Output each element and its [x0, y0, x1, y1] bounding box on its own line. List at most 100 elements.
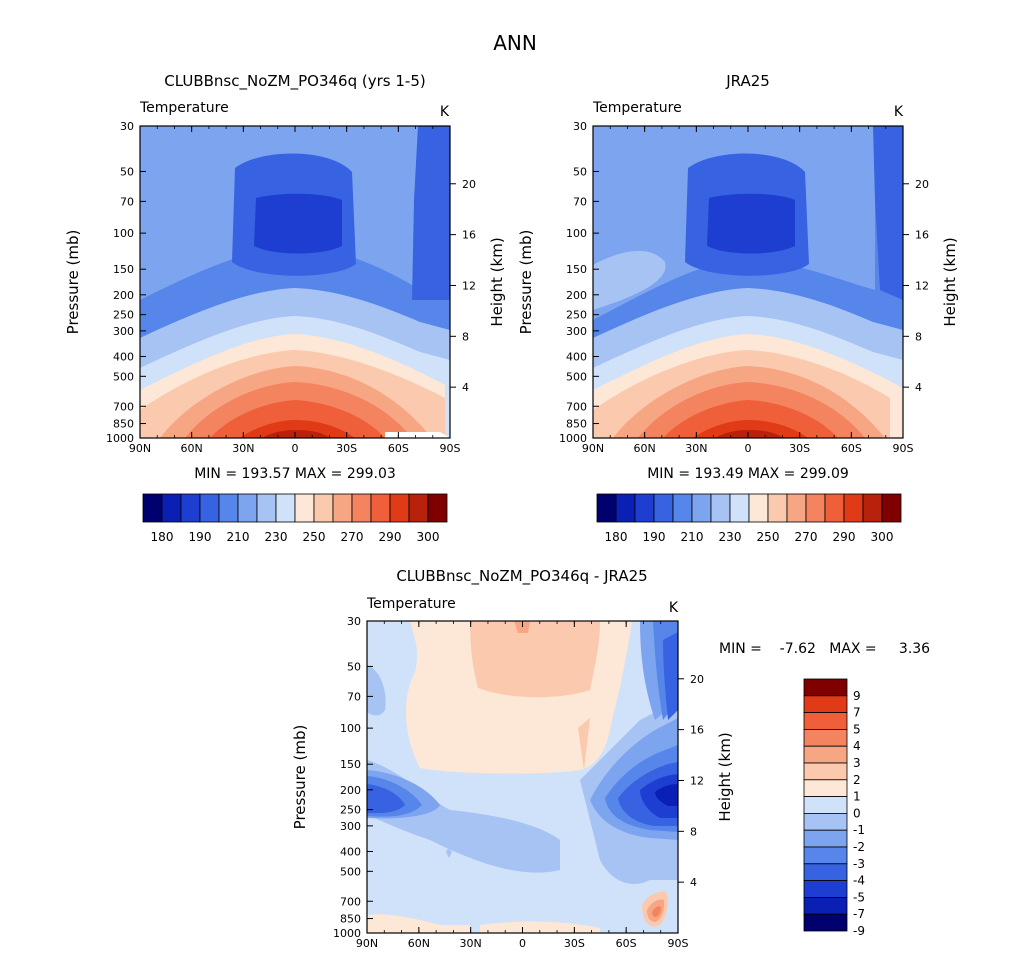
- x-tick-label: 30S: [789, 442, 810, 455]
- colorbar-swatch: [803, 745, 848, 764]
- y-tick-label: 50: [573, 165, 587, 178]
- y-right-axis-title: Height (km): [488, 237, 506, 326]
- min-max-stats: MIN = -7.62 MAX = 3.36: [719, 641, 930, 657]
- colorbar-swatch: [824, 493, 845, 523]
- colorbar-label: 2: [853, 773, 861, 787]
- colorbar-label: 190: [189, 530, 212, 544]
- fill-level: [715, 430, 783, 438]
- x-tick-label: 60N: [408, 937, 430, 950]
- y-right-tick-label: 12: [690, 774, 704, 787]
- y-right-tick-label: 4: [690, 876, 697, 889]
- colorbar-swatch: [748, 493, 769, 523]
- contour-field: [140, 126, 450, 438]
- colorbar-swatch: [180, 493, 201, 523]
- y-tick-label: 500: [113, 370, 134, 383]
- colorbar-swatch: [218, 493, 239, 523]
- fill-level: [693, 420, 808, 438]
- panel-title: JRA25: [725, 72, 770, 90]
- contour-field: [367, 621, 678, 933]
- units-label: K: [440, 104, 450, 120]
- colorbar-swatch: [803, 897, 848, 915]
- colorbar-swatch: [313, 493, 334, 523]
- x-tick-label: 90S: [893, 442, 914, 455]
- axes: 90N 60N 30N 0 30S 60S 90S 30 50 70 100 150 200 250 300…: [64, 120, 506, 455]
- y-tick-label: 1000: [559, 432, 587, 445]
- x-tick-label: 60S: [388, 442, 409, 455]
- colorbar-swatch: [803, 779, 848, 797]
- fill-level: [254, 193, 342, 254]
- y-tick-label: 30: [120, 120, 134, 133]
- units-label: K: [669, 600, 679, 616]
- y-tick-label: 250: [340, 804, 361, 817]
- panel-title: CLUBBnsc_NoZM_PO346q (yrs 1-5): [164, 72, 425, 91]
- y-tick-label: 200: [566, 289, 587, 302]
- fill-level: [446, 848, 452, 858]
- y-right-tick-label: 20: [462, 178, 476, 191]
- colorbar-swatch: [634, 493, 655, 523]
- y-tick-label: 1000: [106, 432, 134, 445]
- x-tick-label: 30S: [336, 442, 357, 455]
- colorbar-swatch: [803, 678, 848, 697]
- missing-data-mask: [385, 432, 450, 438]
- colorbar-label: 270: [795, 530, 818, 544]
- y-tick-label: 500: [340, 865, 361, 878]
- colorbar-label: 1: [853, 790, 861, 804]
- min-max-stats: MIN = 193.57 MAX = 299.03: [194, 466, 396, 482]
- y-tick-label: 300: [113, 325, 134, 338]
- y-right-tick-label: 16: [462, 229, 476, 242]
- colorbar-swatch: [256, 493, 277, 523]
- colorbar-swatch: [862, 493, 883, 523]
- fill-level: [593, 250, 666, 310]
- y-right-tick-label: 8: [690, 825, 697, 838]
- y-tick-label: 70: [573, 195, 587, 208]
- y-right-axis-title: Height (km): [941, 237, 959, 326]
- y-tick-label: 50: [120, 165, 134, 178]
- y-right-tick-label: 12: [462, 279, 476, 292]
- y-tick-label: 400: [566, 350, 587, 363]
- y-right-tick-label: 4: [915, 381, 922, 394]
- colorbar-swatch: [408, 493, 429, 523]
- y-tick-label: 150: [340, 758, 361, 771]
- y-right-tick-label: 4: [462, 381, 469, 394]
- colorbar-swatch: [729, 493, 750, 523]
- colorbar-swatch: [803, 913, 848, 932]
- colorbar-label: 3: [853, 756, 861, 770]
- colorbar-swatch: [803, 712, 848, 730]
- colorbar-swatch: [370, 493, 391, 523]
- fill-level: [262, 430, 330, 438]
- fill-level: [655, 784, 678, 806]
- colorbar-swatch: [805, 493, 826, 523]
- y-right-axis-title: Height (km): [716, 732, 734, 821]
- x-tick-label: 30S: [564, 937, 585, 950]
- y-tick-label: 70: [120, 195, 134, 208]
- y-tick-label: 100: [566, 227, 587, 240]
- y-tick-label: 300: [566, 325, 587, 338]
- colorbar-swatch: [596, 493, 617, 523]
- panel-title: CLUBBnsc_NoZM_PO346q - JRA25: [396, 567, 647, 586]
- fill-level: [412, 126, 450, 300]
- colorbar: 180 190 210 230 250 270 290 300: [142, 493, 448, 544]
- y-tick-label: 700: [340, 895, 361, 908]
- colorbar-swatch: [672, 493, 693, 523]
- y-axis-title: Pressure (mb): [517, 230, 535, 335]
- colorbar-swatch: [199, 493, 220, 523]
- colorbar-label: 190: [643, 530, 666, 544]
- panel-model: CLUBBnsc_NoZM_PO346q (yrs 1-5) Temperatu…: [64, 72, 506, 544]
- fill-level: [367, 784, 405, 814]
- colorbar-swatch: [294, 493, 315, 523]
- y-right-tick-label: 16: [690, 724, 704, 737]
- y-tick-label: 1000: [333, 927, 361, 940]
- colorbar-label: 290: [379, 530, 402, 544]
- colorbar-label: 250: [757, 530, 780, 544]
- fill-level: [210, 400, 385, 438]
- colorbar-swatch: [653, 493, 674, 523]
- y-tick-label: 150: [113, 263, 134, 276]
- x-tick-label: 90N: [129, 442, 151, 455]
- colorbar-swatch: [389, 493, 410, 523]
- variable-label: Temperature: [592, 100, 682, 116]
- colorbar: 180 190 210 230 250 270 290 300: [596, 493, 902, 544]
- y-tick-label: 300: [340, 820, 361, 833]
- y-right-tick-label: 8: [915, 330, 922, 343]
- y-tick-label: 250: [113, 309, 134, 322]
